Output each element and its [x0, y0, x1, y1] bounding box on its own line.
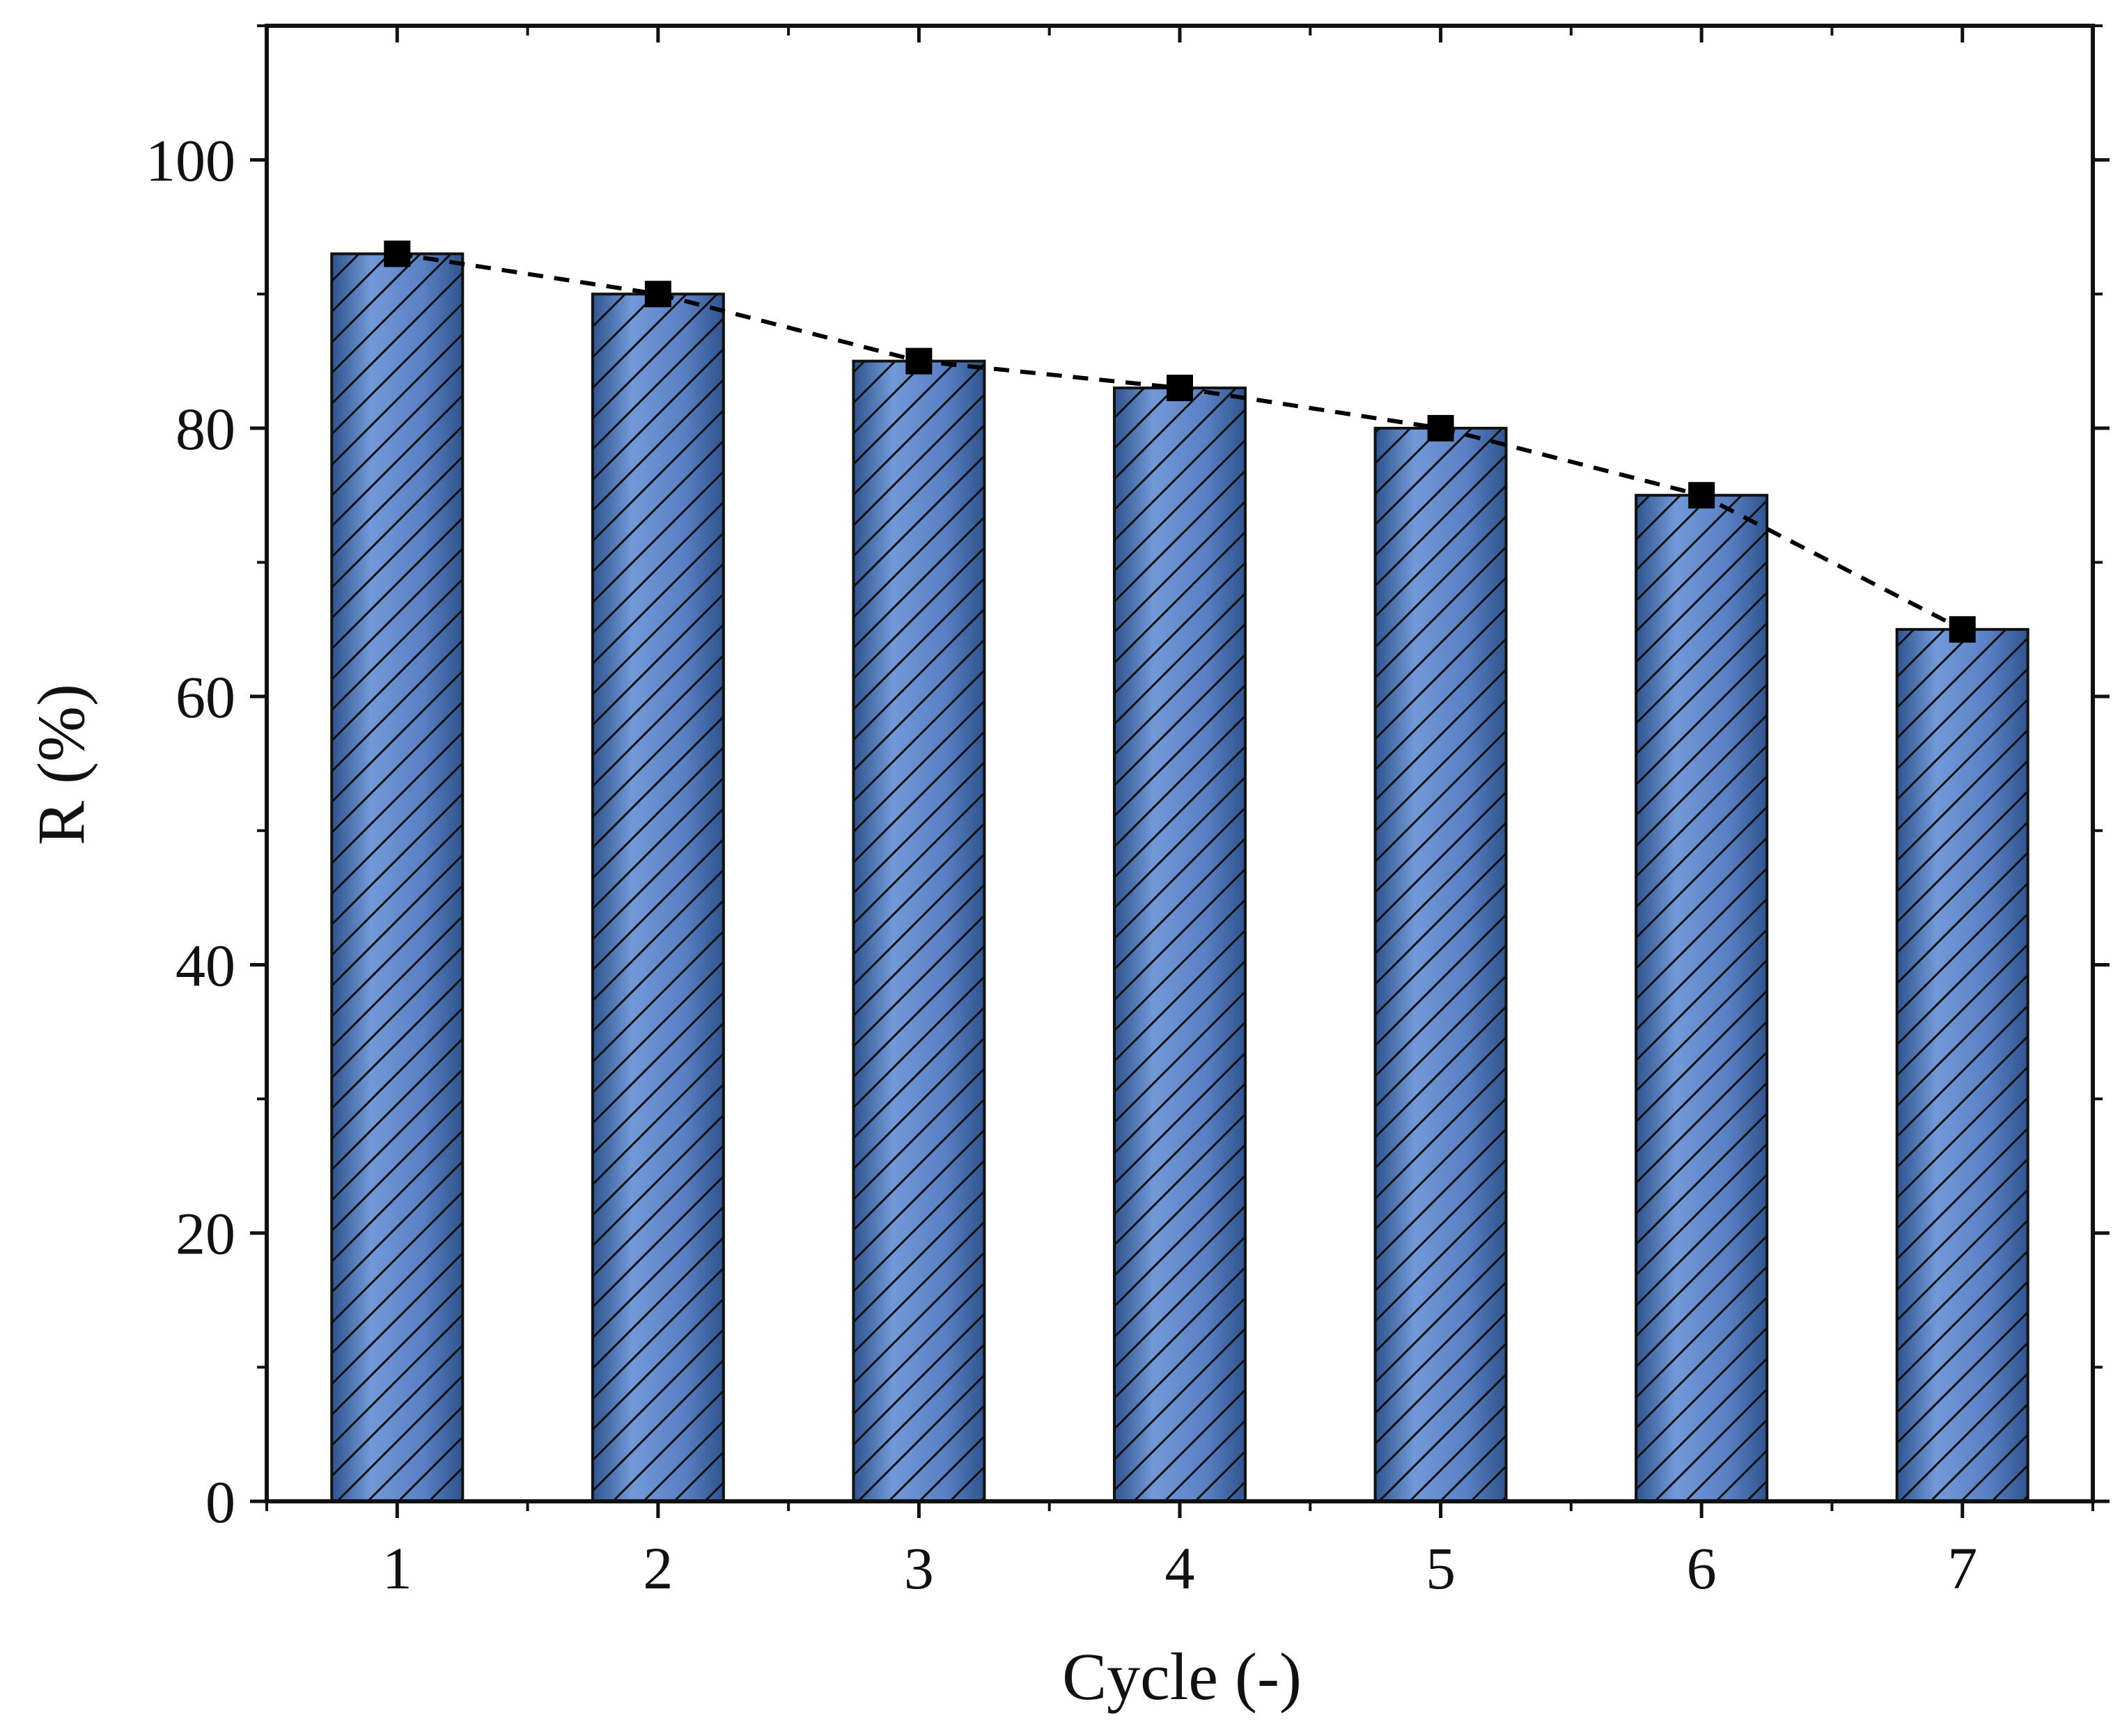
bar-hatch — [1635, 494, 1769, 1503]
x-tick-label: 3 — [904, 1535, 934, 1602]
bar-hatch — [1113, 386, 1247, 1503]
bar-2 — [591, 292, 725, 1503]
x-tick-label: 7 — [1947, 1535, 1977, 1602]
y-tick-label: 100 — [146, 127, 235, 194]
bar-hatch — [1895, 627, 2029, 1503]
y-tick-label: 20 — [176, 1201, 235, 1267]
y-tick-label: 0 — [205, 1469, 235, 1535]
bar-hatch — [1373, 426, 1508, 1503]
y-tick-label: 60 — [176, 664, 235, 730]
bar-4 — [1113, 386, 1247, 1503]
y-axis-title: R (%) — [24, 684, 98, 845]
x-tick-label: 6 — [1687, 1535, 1717, 1602]
bar-hatch — [852, 359, 986, 1503]
y-tick-label: 40 — [176, 932, 235, 999]
trend-line-layer — [384, 240, 1976, 643]
ticks-layer: 0 20 40 60 80 100 1 2 3 4 5 6 7 — [146, 24, 2110, 1602]
y-tick-label: 80 — [176, 396, 235, 462]
x-axis-title: Cycle (-) — [1062, 1639, 1302, 1714]
x-tick-label: 1 — [382, 1535, 412, 1602]
marker-point-3 — [905, 347, 933, 375]
bar-3 — [852, 359, 986, 1503]
bar-6 — [1635, 494, 1769, 1503]
bar-1 — [330, 252, 465, 1503]
marker-point-7 — [1949, 616, 1976, 643]
marker-point-5 — [1427, 414, 1454, 441]
marker-point-4 — [1167, 375, 1193, 402]
bar-7 — [1895, 627, 2029, 1503]
x-tick-label: 4 — [1165, 1535, 1195, 1602]
bar-hatch — [330, 252, 465, 1503]
bars-layer — [330, 252, 2029, 1503]
bar-hatch — [591, 292, 725, 1503]
marker-point-6 — [1688, 482, 1715, 509]
marker-point-2 — [644, 281, 671, 308]
marker-point-1 — [384, 240, 411, 267]
x-tick-label: 2 — [643, 1535, 673, 1602]
bar-5 — [1373, 426, 1508, 1503]
x-tick-label: 5 — [1426, 1535, 1456, 1602]
labels-layer: Cycle (-) R (%) — [24, 684, 1302, 1714]
